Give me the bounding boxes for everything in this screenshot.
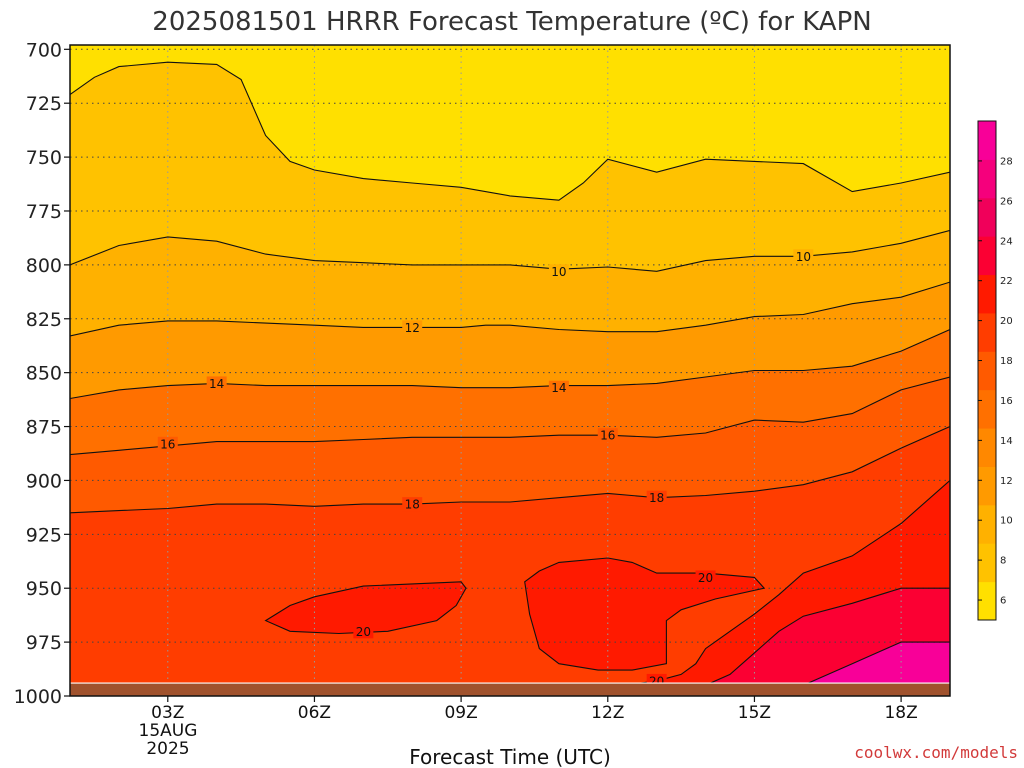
colorbar-segment [978,312,996,352]
contour-line-20 [264,581,467,635]
colorbar-tick-label: 22 [1000,276,1013,287]
contour-line-20 [524,557,766,671]
colorbar-tick-label: 14 [1000,436,1013,447]
contour-line-12 [70,281,950,337]
contour-label-bg [402,497,423,512]
contour-label-bg [548,380,569,395]
x-tick-label: 18Z [884,703,917,723]
colorbar-segment [978,121,996,160]
ground-layer [70,682,950,696]
contour-label-bg [157,436,178,451]
chart-title: 2025081501 HRRR Forecast Temperature (ºC… [152,7,871,37]
colorbar-tick-label: 8 [1000,556,1006,567]
y-tick-label: 975 [26,632,62,654]
contour-line-8 [70,61,950,201]
colorbar-segment [978,197,996,237]
contour-label: 20 [698,571,713,585]
colorbar-segment [978,159,996,199]
y-tick-label: 700 [26,39,62,61]
x-tick-label: 12Z [591,703,624,723]
contour-label: 14 [209,377,224,391]
ground-fill [70,683,950,696]
contour-label: 18 [649,491,664,505]
contour-line-18 [70,425,950,514]
colorbar-segment [978,389,996,429]
y-tick-label: 775 [26,201,62,223]
colorbar-segment [978,504,996,544]
colorbar-segment [978,236,996,276]
x-tick-label: 09Z [444,703,477,723]
contour-label: 14 [551,381,566,395]
y-tick-label: 950 [26,578,62,600]
contour-label-bg [548,264,569,279]
y-tick-label: 900 [26,470,62,492]
contour-line-16 [70,376,950,456]
date-label-day: 15AUG [139,721,198,741]
contour-label: 10 [796,250,811,264]
colorbar-segment [978,543,996,583]
colorbar-segment [978,274,996,314]
contour-label: 16 [600,429,615,443]
plot-frame [69,44,951,697]
contour-line-22 [680,587,950,696]
contour-label: 18 [405,498,420,512]
colorbar-segment [978,351,996,391]
y-tick-label: 825 [26,309,62,331]
colorbar-segment [978,466,996,506]
contour-label-bg [402,320,423,335]
y-axis: 700 725 750 775 800 825 850 875 900 925 950 975 1000 [14,39,70,708]
contour-label-bg [793,249,814,264]
colorbar-tick-label: 6 [1000,596,1006,607]
date-label-year: 2025 [146,739,189,759]
contour-label-bg [695,570,716,585]
y-tick-label: 725 [26,93,62,115]
colorbar-tick-label: 24 [1000,236,1013,247]
colorbar-tick-label: 20 [1000,316,1013,327]
contour-label: 20 [356,625,371,639]
y-tick-label: 925 [26,524,62,546]
y-tick-label: 750 [26,147,62,169]
y-tick-label: 1000 [14,686,62,708]
contour-label: 16 [160,437,175,451]
fill-band-20-8 [524,558,765,671]
colorbar: 6 8 10 12 14 16 18 20 22 24 26 28 [977,120,1013,621]
colorbar-tick-label: 28 [1000,156,1013,167]
colorbar-segment [978,581,996,621]
colorbar-segment [978,428,996,467]
x-axis-label: Forecast Time (UTC) [409,745,611,768]
credit-link[interactable]: coolwx.com/models [854,743,1018,762]
x-tick-label: 15Z [738,703,771,723]
contour-label: 12 [405,321,420,335]
contour-label: 10 [551,265,566,279]
x-tick-label: 06Z [298,703,331,723]
colorbar-tick-label: 26 [1000,196,1013,207]
x-axis: 03Z 06Z 09Z 12Z 15Z 18Z [151,696,918,723]
colorbar-tick-label: 10 [1000,516,1013,527]
contour-label-bg [646,490,667,505]
y-tick-label: 800 [26,255,62,277]
colorbar-frame [977,120,997,621]
colorbar-tick-label: 12 [1000,476,1013,487]
contour-label-bg [353,624,374,639]
colorbar-tick-label: 18 [1000,356,1013,367]
plot-fills [70,45,950,696]
x-tick-label: 03Z [151,703,184,723]
contour-label-bg [206,376,227,391]
y-tick-label: 850 [26,363,62,385]
y-tick-label: 875 [26,417,62,439]
colorbar-tick-label: 16 [1000,396,1013,407]
contour-label-bg [597,428,618,443]
fill-band-20-7 [265,581,466,634]
